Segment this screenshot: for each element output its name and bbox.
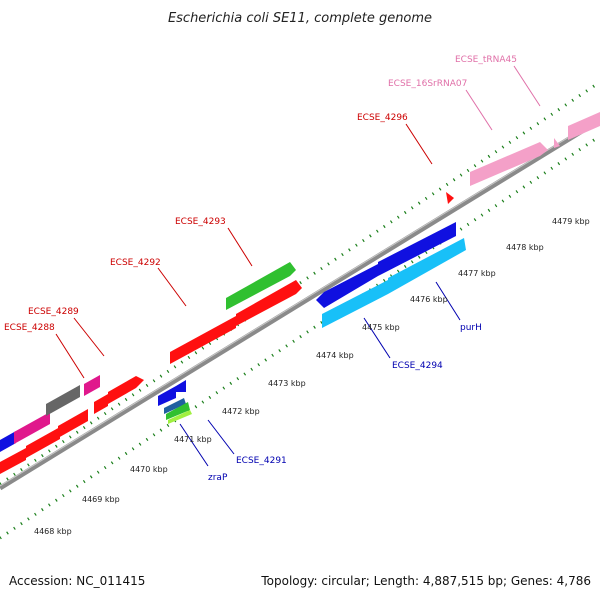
label-ECSE_4296[interactable]: ECSE_4296 <box>357 113 408 123</box>
genome-backbone <box>0 117 600 491</box>
scale-label: 4475 kbp <box>362 323 400 332</box>
label-ECSE_4291[interactable]: ECSE_4291 <box>236 456 287 466</box>
forward-feature-labels: ECSE_4288 ECSE_4289 ECSE_4292 ECSE_4293 … <box>4 55 517 333</box>
label-ECSE_4293[interactable]: ECSE_4293 <box>175 217 226 227</box>
lower-tick-track <box>0 134 600 540</box>
genome-title: Escherichia coli SE11, complete genome <box>167 11 433 26</box>
label-ECSE_4294[interactable]: ECSE_4294 <box>392 361 443 371</box>
gene-ECSE_4293[interactable] <box>226 262 296 310</box>
genome-summary-text: Topology: circular; Length: 4,887,515 bp… <box>261 574 591 588</box>
callout-ECSE_16SrRNA07 <box>465 89 493 131</box>
gene-ECSE_4291-b[interactable] <box>176 380 186 392</box>
gene-ECSE_4294-b[interactable] <box>378 222 456 276</box>
rna-ECSE_tRNA45[interactable] <box>568 112 600 140</box>
scale-label: 4474 kbp <box>316 351 354 360</box>
callout-purH <box>435 281 461 321</box>
label-ECSE_4288[interactable]: ECSE_4288 <box>4 323 55 333</box>
callout-ECSE_4296 <box>405 123 433 165</box>
scale-label: 4476 kbp <box>410 295 448 304</box>
gene-ECSE_4291-a[interactable] <box>158 386 176 406</box>
gene-red-c[interactable] <box>58 409 88 438</box>
scale-label: 4472 kbp <box>222 407 260 416</box>
callout-ECSE_4291 <box>207 419 235 455</box>
gene-zraP-lime[interactable] <box>168 410 192 424</box>
rna-ECSE_16SrRNA07[interactable] <box>470 142 548 186</box>
scale-label: 4470 kbp <box>130 465 168 474</box>
scale-labels: 4468 kbp 4469 kbp 4470 kbp 4471 kbp 4472… <box>34 217 590 536</box>
gene-red-d[interactable] <box>94 394 108 414</box>
upper-tick-track <box>0 80 600 486</box>
gene-blue-left-edge[interactable] <box>0 431 16 452</box>
callout-ECSE_4294 <box>363 317 391 359</box>
gene-gray[interactable] <box>46 385 80 416</box>
callout-ECSE_4289 <box>73 317 105 357</box>
gene-ECSE_4292-a[interactable] <box>170 316 236 364</box>
scale-label: 4473 kbp <box>268 379 306 388</box>
callout-ECSE_4292 <box>157 267 187 307</box>
gene-zraP-dark[interactable] <box>164 398 186 414</box>
gene-ECSE_4292-b[interactable] <box>236 280 302 326</box>
scale-label: 4479 kbp <box>552 217 590 226</box>
label-ECSE_4289[interactable]: ECSE_4289 <box>28 307 79 317</box>
callout-zraP <box>179 423 209 467</box>
gene-zraP-green[interactable] <box>166 402 190 420</box>
gene-magenta-a[interactable] <box>14 412 50 444</box>
gene-ECSE_4296[interactable] <box>446 192 454 204</box>
gene-red-b[interactable] <box>26 427 60 458</box>
callout-ECSE_tRNA45 <box>513 65 541 107</box>
callout-ECSE_4293 <box>227 227 253 267</box>
scale-label: 4468 kbp <box>34 527 72 536</box>
label-ECSE_4292[interactable]: ECSE_4292 <box>110 258 161 268</box>
rna-ECSE_tRNA45-marker[interactable] <box>554 138 560 148</box>
reverse-strand-features <box>158 222 466 424</box>
forward-strand-features <box>0 112 600 474</box>
callout-ECSE_4288 <box>55 333 85 379</box>
label-ECSE_tRNA45[interactable]: ECSE_tRNA45 <box>455 55 517 65</box>
label-zraP[interactable]: zraP <box>208 473 228 483</box>
scale-label: 4478 kbp <box>506 243 544 252</box>
gene-purH[interactable] <box>388 238 466 294</box>
scale-label: 4471 kbp <box>174 435 212 444</box>
scale-label: 4477 kbp <box>458 269 496 278</box>
gene-red-a[interactable] <box>0 448 26 474</box>
label-ECSE_16SrRNA07[interactable]: ECSE_16SrRNA07 <box>388 79 467 89</box>
scale-label: 4469 kbp <box>82 495 120 504</box>
callout-lines <box>55 65 541 467</box>
label-purH[interactable]: purH <box>460 323 482 333</box>
gene-ECSE_4294-cyan-a[interactable] <box>322 280 388 328</box>
gene-red-e[interactable] <box>108 376 144 404</box>
gene-magenta-b[interactable] <box>84 375 100 396</box>
accession-text: Accession: NC_011415 <box>9 574 146 588</box>
reverse-feature-labels: zraP ECSE_4291 ECSE_4294 purH <box>208 323 482 483</box>
gene-ECSE_4294-a[interactable] <box>316 264 378 308</box>
genome-backbone-highlight <box>0 117 600 487</box>
